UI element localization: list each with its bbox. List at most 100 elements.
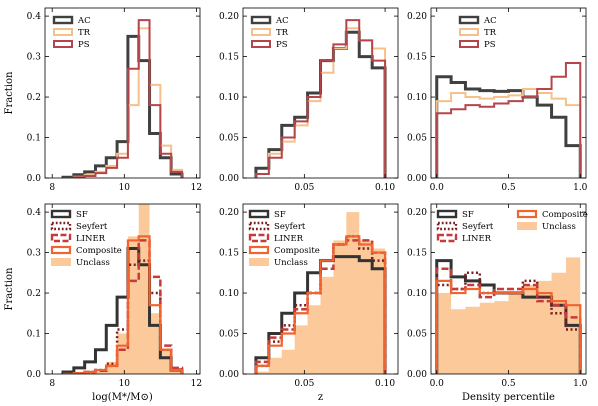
series-tr-line [63, 27, 183, 178]
y-axis-label: Fraction [4, 71, 15, 115]
y-tick-label: 0.20 [407, 208, 427, 218]
x-axis-label: Density percentile [462, 392, 555, 403]
x-ticks: 8 10 12 [49, 8, 202, 193]
legend-label-tr: TR [78, 28, 91, 38]
legend-label-seyfert: Seyfert [76, 222, 108, 232]
x-axis-label: z [318, 392, 323, 403]
y-ticks: 0.00 0.05 0.10 0.15 0.20 [219, 208, 398, 380]
legend-label-ac: AC [275, 16, 289, 26]
x-ticks: 0.0 0.5 1.0 [430, 204, 588, 389]
legend: AC TR PS [52, 15, 91, 50]
legend-swatch-composite [516, 209, 538, 219]
y-tick-label: 0.3 [27, 249, 42, 259]
series-unclass-fill [63, 204, 182, 374]
legend-swatch-sf [248, 209, 270, 219]
legend-swatch-sf [436, 209, 458, 219]
axes-frame [44, 7, 201, 179]
series-ps-line [435, 62, 582, 178]
legend-swatch-tr [251, 28, 271, 36]
x-tick-label: 8 [49, 379, 55, 389]
y-tick-label: 0.20 [219, 12, 239, 22]
y-ticks: 0.00 0.05 0.10 0.15 0.20 [219, 12, 398, 184]
legend: AC TR PS [458, 15, 497, 50]
legend-swatch-seyfert [248, 221, 270, 231]
legend-swatch-ac [458, 15, 480, 25]
series-sf-line [61, 247, 184, 374]
legend-swatch-composite [50, 245, 72, 255]
y-tick-label: 0.10 [407, 93, 427, 103]
legend-swatch-ac [250, 15, 272, 25]
plot-area [435, 257, 582, 374]
y-tick-label: 0.10 [407, 289, 427, 299]
x-tick-label: 0.0 [430, 183, 445, 193]
legend-swatch-liner [436, 233, 458, 243]
y-tick-label: 0.05 [407, 134, 427, 144]
legend-label-sf: SF [462, 210, 474, 220]
legend-label-ac: AC [77, 16, 91, 26]
series-composite-line [435, 279, 582, 374]
legend-label-composite: Composite [542, 210, 588, 220]
legend-label-sf: SF [274, 210, 286, 220]
plot-area [61, 204, 184, 374]
y-tick-label: 0.15 [407, 249, 427, 259]
legend-swatch-ac [52, 15, 74, 25]
x-tick-label: 0.5 [501, 183, 516, 193]
series-ac-line [61, 34, 184, 178]
x-tick-label: 8 [49, 183, 55, 193]
legend-label-ps: PS [78, 40, 90, 50]
series-ac-line [435, 75, 582, 178]
legend-label-composite: Composite [274, 246, 320, 256]
x-tick-label: 10 [119, 379, 131, 389]
plot-area [254, 212, 387, 374]
y-tick-label: 0.00 [407, 174, 427, 184]
y-tick-label: 0.20 [407, 12, 427, 22]
series-ac-line [254, 30, 387, 178]
y-tick-label: 0.10 [219, 289, 239, 299]
legend-label-ps: PS [276, 40, 288, 50]
legend: SF Seyfert LINER Composite Unclass [50, 209, 122, 268]
legend-swatch-unclass [517, 222, 537, 230]
legend-label-liner: LINER [76, 234, 106, 244]
y-tick-label: 0.1 [27, 134, 41, 144]
legend-swatch-ps [459, 40, 479, 48]
plot-area [61, 19, 184, 178]
legend-swatch-liner [248, 233, 270, 243]
y-ticks: 0.00 0.05 0.10 0.15 0.20 [407, 208, 586, 380]
panel-top-mass: 8 10 12 0.0 0.1 0.2 0.3 0.4 Fraction AC TR PS [4, 7, 202, 193]
series-unclass-fill [436, 257, 581, 374]
legend-swatch-unclass [249, 258, 269, 266]
legend-swatch-unclass [51, 258, 71, 266]
legend: SF Seyfert LINER Composite Unclass [436, 209, 588, 244]
legend-label-unclass: Unclass [542, 222, 576, 232]
y-tick-label: 0.05 [407, 330, 427, 340]
panel-bottom-z: 0.05 0.10 0.00 0.05 0.10 0.15 0.20 z SF Seyfert LI… [219, 203, 399, 403]
axes-frame [242, 203, 399, 375]
axes-frame [44, 203, 201, 375]
y-tick-label: 0.3 [27, 53, 42, 63]
y-tick-label: 0.4 [27, 12, 42, 22]
legend-label-ps: PS [484, 40, 496, 50]
y-tick-label: 0.15 [219, 53, 239, 63]
series-ps-line [63, 19, 183, 178]
y-tick-label: 0.0 [27, 174, 42, 184]
y-ticks: 0.0 0.1 0.2 0.3 0.4 [27, 12, 200, 184]
y-tick-label: 0.10 [219, 93, 239, 103]
legend: SF Seyfert LINER Composite Unclass [248, 209, 320, 268]
x-tick-label: 0.10 [375, 379, 395, 389]
x-tick-label: 12 [191, 183, 202, 193]
legend-label-sf: SF [76, 210, 88, 220]
y-tick-label: 0.05 [219, 134, 239, 144]
legend-label-seyfert: Seyfert [462, 222, 494, 232]
legend-swatch-tr [459, 28, 479, 36]
x-tick-label: 0.05 [294, 183, 314, 193]
y-tick-label: 0.00 [407, 370, 427, 380]
x-tick-label: 1.0 [573, 183, 588, 193]
series-tr-line [254, 27, 387, 178]
legend-label-unclass: Unclass [76, 258, 110, 268]
series-ps-line [254, 19, 387, 178]
panel-bottom-mass: 8 10 12 0.0 0.1 0.2 0.3 0.4 Fraction log(M*/M⊙) SF… [4, 203, 202, 403]
y-axis-label: Fraction [4, 267, 15, 311]
x-tick-label: 0.5 [501, 379, 516, 389]
legend-label-tr: TR [484, 28, 497, 38]
